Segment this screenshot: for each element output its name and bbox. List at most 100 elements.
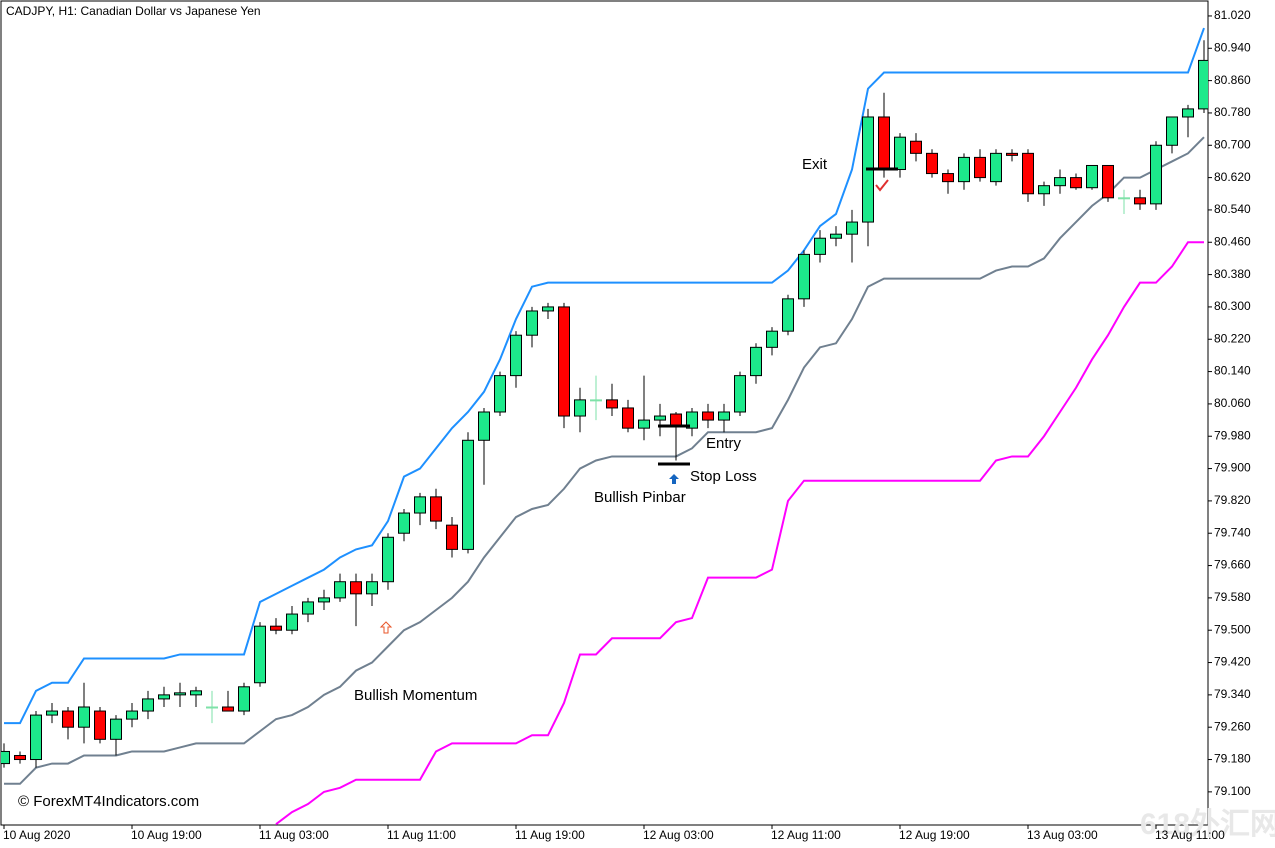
candle-body: [878, 116, 890, 171]
candle-body: [46, 710, 58, 716]
y-tick-label: 79.740: [1214, 525, 1251, 539]
plot-frame: [0, 0, 1209, 826]
candle-body: [446, 524, 458, 550]
candle-body: [510, 334, 522, 377]
x-tick-label: 12 Aug 11:00: [771, 828, 841, 842]
candle-body: [734, 375, 746, 413]
y-tick-label: 79.100: [1214, 784, 1251, 798]
candle-body: [1054, 177, 1066, 187]
candle-body: [14, 754, 26, 761]
candle-body: [926, 152, 938, 175]
candle-body: [254, 625, 266, 684]
candle-body: [190, 690, 202, 696]
candle-body: [430, 496, 442, 522]
candle-body: [1038, 185, 1050, 195]
y-tick-label: 80.300: [1214, 299, 1251, 313]
candle-body: [1134, 197, 1146, 205]
candle-body: [110, 718, 122, 740]
candle-body: [414, 496, 426, 514]
candle-body: [830, 233, 842, 239]
x-tick-label: 11 Aug 19:00: [515, 828, 585, 842]
candle-body: [174, 692, 186, 696]
candle-body: [238, 686, 250, 712]
candle-body: [318, 597, 330, 603]
candle-body: [126, 710, 138, 720]
exit-check: [875, 179, 889, 192]
candle-body: [910, 140, 922, 154]
candle-body: [1, 750, 10, 765]
annotation: Stop Loss: [690, 468, 757, 485]
candle-body: [798, 253, 810, 300]
candle-body: [702, 411, 714, 421]
x-tick-label: 11 Aug 11:00: [387, 828, 456, 842]
candle-body: [222, 706, 234, 712]
candle-body: [942, 173, 954, 183]
y-tick-label: 79.900: [1214, 461, 1251, 475]
candle-body: [334, 581, 346, 599]
candle-body: [1166, 116, 1178, 146]
y-tick-label: 80.940: [1214, 40, 1251, 54]
y-tick-label: 79.420: [1214, 655, 1251, 669]
candle-body: [1102, 164, 1114, 199]
y-tick-label: 80.780: [1214, 105, 1251, 119]
annotation: Bullish Pinbar: [594, 489, 686, 506]
candle-body: [750, 346, 762, 377]
y-tick-label: 80.700: [1214, 137, 1251, 151]
candle-body: [350, 581, 362, 595]
candle-body: [382, 536, 394, 583]
candle-body: [894, 136, 906, 171]
candle-body: [574, 399, 586, 417]
candle-body: [638, 419, 650, 429]
candle-body: [62, 710, 74, 728]
annotation: Exit: [802, 156, 828, 173]
watermark: 618外汇网: [1140, 808, 1275, 841]
candle-body: [622, 407, 634, 429]
candle-body: [782, 298, 794, 332]
candle-body: [1182, 108, 1194, 118]
candle-body: [1022, 152, 1034, 195]
buy-arrow: [669, 474, 679, 484]
candle-body: [286, 613, 298, 631]
candle-body: [158, 694, 170, 700]
y-tick-label: 79.500: [1214, 622, 1251, 636]
x-tick-label: 10 Aug 19:00: [131, 828, 202, 842]
indicator-line: [4, 27, 1205, 725]
candle-body: [974, 156, 986, 179]
candle-body: [462, 439, 474, 550]
y-tick-label: 80.140: [1214, 364, 1251, 378]
candle-body: [606, 399, 618, 409]
copyright: © ForexMT4Indicators.com: [18, 793, 199, 810]
y-tick-label: 80.460: [1214, 234, 1251, 248]
x-tick-label: 13 Aug 11:00: [1155, 828, 1225, 842]
x-tick-label: 10 Aug 2020: [3, 828, 71, 842]
y-tick-label: 79.820: [1214, 493, 1251, 507]
candle-body: [366, 581, 378, 595]
candle-body: [1086, 164, 1098, 189]
annotation: Entry: [706, 435, 742, 452]
candle-body: [270, 625, 282, 631]
indicator-line: [275, 241, 1204, 825]
y-tick-label: 79.580: [1214, 590, 1251, 604]
candle-body: [846, 221, 858, 235]
y-tick-label: 80.220: [1214, 331, 1251, 345]
y-tick-label: 79.180: [1214, 752, 1251, 766]
candle-body: [206, 706, 218, 709]
x-tick-label: 12 Aug 19:00: [899, 828, 970, 842]
candle-body: [142, 698, 154, 712]
candle-body: [398, 512, 410, 534]
y-tick-label: 80.380: [1214, 267, 1251, 281]
x-tick-label: 11 Aug 03:00: [259, 828, 329, 842]
x-tick-label: 12 Aug 03:00: [643, 828, 714, 842]
y-tick-label: 80.620: [1214, 170, 1251, 184]
y-tick-label: 81.020: [1214, 8, 1251, 22]
candle-body: [958, 156, 970, 183]
candle-body: [526, 310, 538, 336]
y-tick-label: 80.540: [1214, 202, 1251, 216]
candle-body: [1198, 59, 1208, 110]
y-tick-label: 79.980: [1214, 428, 1251, 442]
y-tick-label: 80.860: [1214, 73, 1251, 87]
candle-body: [30, 714, 42, 761]
candle-body: [94, 710, 106, 740]
candle-body: [590, 399, 602, 402]
candle-body: [558, 306, 570, 417]
